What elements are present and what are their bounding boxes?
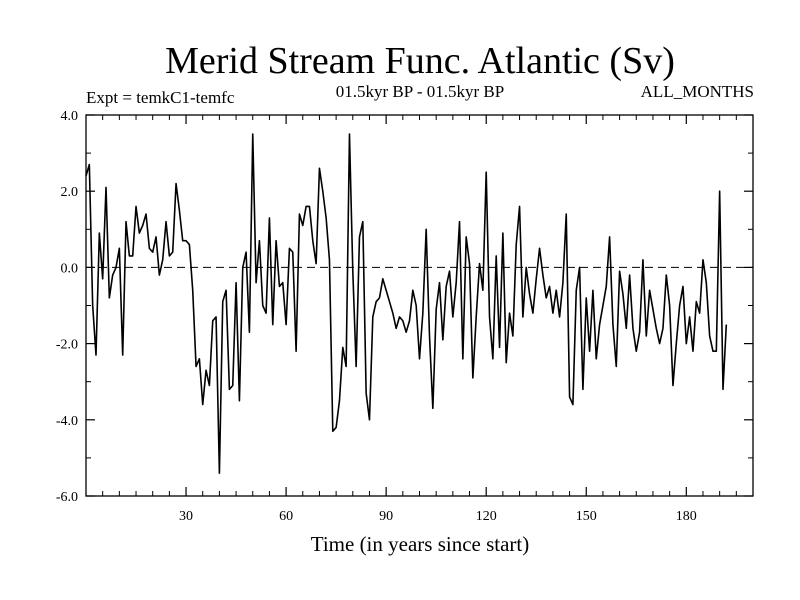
x-tick-label: 150 [576, 509, 597, 524]
period-label: 01.5kyr BP - 01.5kyr BP [336, 82, 504, 101]
x-tick-label: 180 [676, 509, 697, 524]
y-tick-label: -4.0 [56, 414, 78, 429]
chart-title: Merid Stream Func. Atlantic (Sv) [165, 40, 675, 82]
y-tick-label: 2.0 [61, 185, 79, 200]
x-tick-label: 90 [379, 509, 393, 524]
experiment-label: Expt = temkC1-temfc [86, 88, 235, 107]
y-tick-label: -6.0 [56, 490, 78, 505]
season-label: ALL_MONTHS [641, 82, 754, 101]
data-series-line [85, 133, 728, 474]
x-axis-title: Time (in years since start) [311, 532, 530, 556]
x-tick-label: 60 [279, 509, 293, 524]
x-tick-label: 30 [179, 509, 193, 524]
y-tick-label: 4.0 [61, 109, 79, 124]
x-tick-label: 120 [476, 509, 497, 524]
y-tick-label: 0.0 [61, 261, 79, 276]
y-tick-label: -2.0 [56, 338, 78, 353]
